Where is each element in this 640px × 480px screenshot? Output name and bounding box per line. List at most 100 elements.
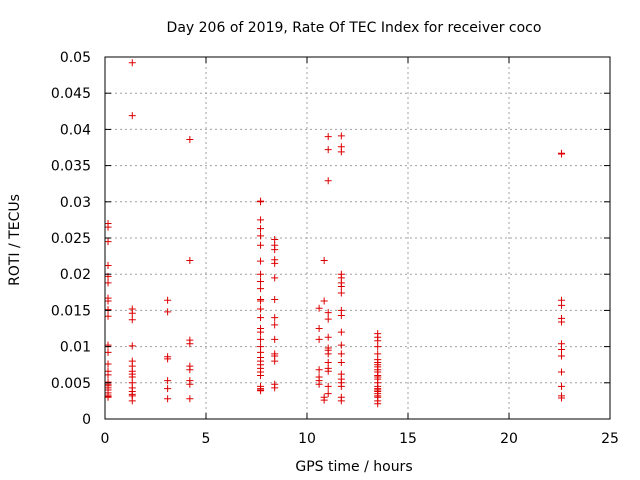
data-point — [324, 133, 332, 141]
data-point — [104, 306, 112, 314]
y-tick-label: 0.03 — [60, 195, 91, 211]
data-point — [257, 270, 265, 278]
data-point — [315, 335, 323, 343]
data-point — [257, 216, 265, 224]
y-tick-label: 0.045 — [51, 86, 91, 102]
data-point — [324, 146, 332, 154]
data-point — [104, 262, 112, 270]
data-point — [558, 394, 566, 402]
data-point — [104, 312, 112, 320]
data-point — [128, 316, 136, 324]
data-point — [257, 387, 265, 395]
data-point — [324, 350, 332, 358]
y-tick-label: 0.05 — [60, 50, 91, 66]
axis-ticks — [104, 56, 611, 420]
data-point — [337, 311, 345, 319]
data-point — [257, 314, 265, 322]
data-point — [315, 304, 323, 312]
data-points — [104, 59, 566, 408]
data-point — [271, 384, 279, 392]
data-point — [128, 342, 136, 350]
x-tick-label: 5 — [202, 431, 211, 447]
data-point — [324, 309, 332, 317]
data-point — [558, 382, 566, 390]
data-point — [186, 395, 194, 403]
data-point — [257, 241, 265, 249]
data-point — [337, 148, 345, 156]
data-point — [558, 318, 566, 326]
data-point — [324, 177, 332, 185]
data-point — [257, 335, 265, 343]
data-point — [164, 296, 172, 304]
data-point — [104, 297, 112, 305]
grid-lines — [105, 57, 610, 419]
x-axis-tick-labels: 0 5 10 15 20 25 — [101, 431, 619, 447]
data-point — [271, 259, 279, 267]
data-point — [337, 289, 345, 297]
data-point — [104, 223, 112, 231]
data-point — [128, 397, 136, 405]
data-point — [257, 372, 265, 380]
x-tick-label: 15 — [399, 431, 417, 447]
data-point — [271, 296, 279, 304]
data-point — [104, 348, 112, 356]
data-point — [320, 396, 328, 404]
data-point — [324, 333, 332, 341]
data-point — [320, 297, 328, 305]
data-point — [104, 238, 112, 246]
data-point — [374, 400, 382, 408]
data-point — [558, 352, 566, 360]
data-point — [257, 285, 265, 293]
data-point — [186, 256, 194, 264]
data-point — [128, 59, 136, 67]
data-point — [128, 309, 136, 317]
data-point — [128, 112, 136, 120]
y-axis-tick-labels: 0 0.005 0.01 0.015 0.02 0.025 0.03 0.035 0.04 0.0… — [51, 50, 91, 428]
data-point — [324, 390, 332, 398]
data-point — [186, 380, 194, 388]
data-point — [558, 345, 566, 353]
data-point — [271, 314, 279, 322]
data-point — [337, 283, 345, 291]
data-point — [337, 350, 345, 358]
data-point — [337, 341, 345, 349]
x-tick-label: 10 — [298, 431, 316, 447]
data-point — [271, 274, 279, 282]
data-point — [104, 341, 112, 349]
data-point — [558, 301, 566, 309]
data-point — [315, 325, 323, 332]
data-point — [558, 368, 566, 376]
data-point — [324, 315, 332, 323]
data-point — [374, 343, 382, 351]
data-point — [315, 366, 323, 374]
y-tick-label: 0.02 — [60, 267, 91, 283]
x-tick-label: 25 — [601, 431, 619, 447]
data-point — [164, 355, 172, 363]
y-tick-label: 0.025 — [51, 231, 91, 247]
data-point — [337, 397, 345, 405]
data-point — [558, 150, 566, 158]
y-tick-label: 0.005 — [51, 376, 91, 392]
data-point — [257, 305, 265, 313]
x-tick-label: 20 — [500, 431, 518, 447]
data-point — [104, 371, 112, 379]
data-point — [271, 246, 279, 254]
data-point — [271, 357, 279, 365]
data-point — [337, 382, 345, 390]
data-point — [104, 279, 112, 287]
y-tick-label: 0 — [82, 412, 91, 428]
data-point — [315, 380, 323, 388]
y-tick-label: 0.01 — [60, 340, 91, 356]
data-point — [257, 198, 265, 206]
data-point — [257, 328, 265, 336]
data-point — [186, 136, 194, 144]
data-point — [257, 257, 265, 265]
data-point — [271, 335, 279, 343]
y-axis-title: ROTI / TECUs — [7, 194, 23, 286]
data-point — [257, 232, 265, 240]
data-point — [104, 360, 112, 368]
data-point — [164, 377, 172, 385]
data-point — [324, 367, 332, 375]
